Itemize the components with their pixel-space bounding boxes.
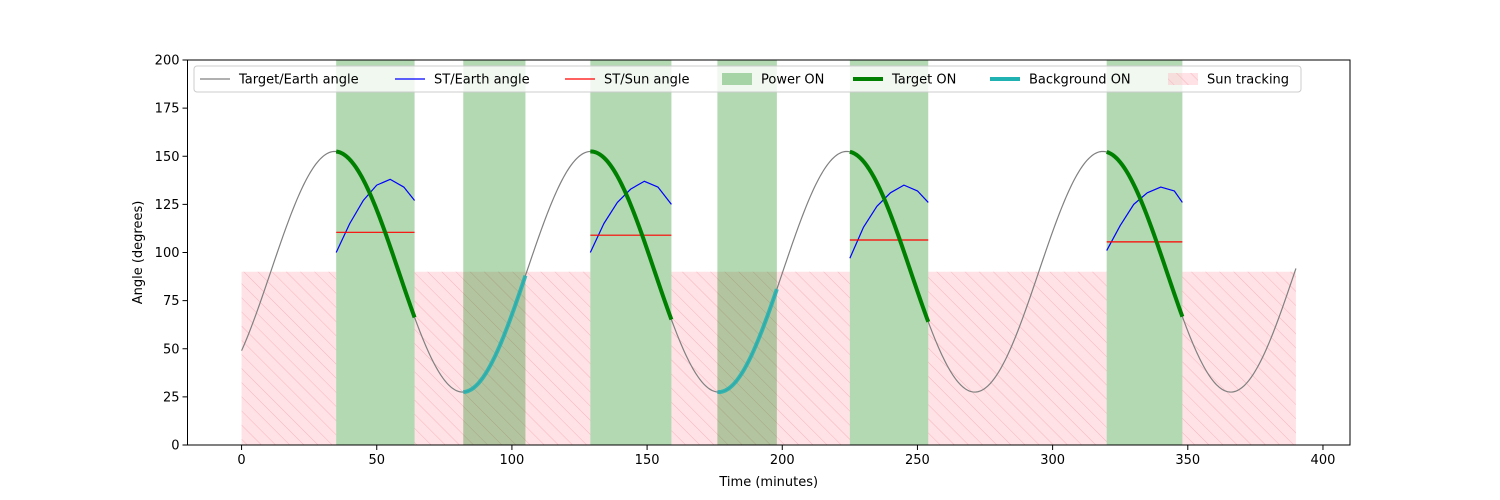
x-tick-label: 50	[368, 453, 385, 468]
x-tick-label: 200	[770, 453, 795, 468]
x-tick-label: 250	[905, 453, 930, 468]
st-earth-line	[335, 178, 416, 253]
sun-tracking-hatch	[928, 271, 1107, 445]
legend-hatch-pattern	[1168, 73, 1198, 85]
sun-tracking-hatch	[1182, 271, 1296, 445]
power-on-region	[717, 60, 777, 445]
x-tick-label: 150	[635, 453, 660, 468]
legend-box	[193, 65, 1302, 93]
legend: Target/Earth angle ST/Earth angle ST/Sun a…	[193, 65, 1302, 93]
legend-label: Sun tracking	[1207, 73, 1289, 88]
target-on-segment	[1106, 150, 1185, 318]
y-tick-label: 75	[163, 294, 180, 309]
power-on-region	[1106, 60, 1183, 445]
x-axis-label: Time (minutes)	[718, 475, 818, 490]
sun-tracking-hatch	[241, 271, 337, 445]
y-tick-label: 25	[163, 390, 180, 405]
power-on-region	[463, 60, 526, 445]
x-tick-label: 100	[500, 453, 525, 468]
y-tick-label: 175	[155, 102, 180, 117]
x-tick-label: 350	[1175, 453, 1200, 468]
st-earth-line	[849, 184, 929, 259]
background-on-segment	[463, 274, 528, 395]
x-tick-label: 0	[237, 453, 245, 468]
plot-area	[241, 60, 1297, 445]
power-on-region	[336, 60, 415, 445]
y-tick-label: 50	[163, 342, 180, 357]
legend-label: Background ON	[1029, 73, 1131, 88]
power-on-region	[849, 60, 929, 445]
legend-label: ST/Earth angle	[434, 73, 530, 88]
target-on-segment	[849, 149, 931, 323]
y-tick-label: 200	[155, 54, 180, 69]
legend-patch-swatch	[722, 73, 752, 85]
x-tick-label: 300	[1040, 453, 1065, 468]
y-tick-label: 150	[155, 150, 180, 165]
target-on-segment	[335, 149, 417, 319]
sun-tracking-hatch	[671, 271, 850, 445]
y-axis-label: Angle (degrees)	[131, 201, 146, 305]
st-earth-line	[589, 180, 672, 253]
y-tick-label: 100	[155, 246, 180, 261]
sun-tracking-hatch	[414, 271, 591, 445]
y-tick-label: 0	[171, 439, 179, 454]
power-on-region	[590, 60, 672, 445]
legend-label: Target ON	[891, 73, 956, 88]
legend-label: ST/Sun angle	[604, 73, 690, 88]
y-tick-label: 125	[155, 198, 180, 213]
legend-label: Power ON	[761, 73, 824, 88]
legend-label: Target/Earth angle	[238, 73, 359, 88]
background-on-segment	[717, 288, 779, 395]
axes: 0 50 100 150 200 250 300 350 400 0 25 50 75 100 125 150…	[155, 54, 1336, 469]
x-tick-label: 400	[1311, 453, 1336, 468]
target-on-segment	[590, 149, 674, 321]
st-earth-line	[1106, 186, 1183, 251]
